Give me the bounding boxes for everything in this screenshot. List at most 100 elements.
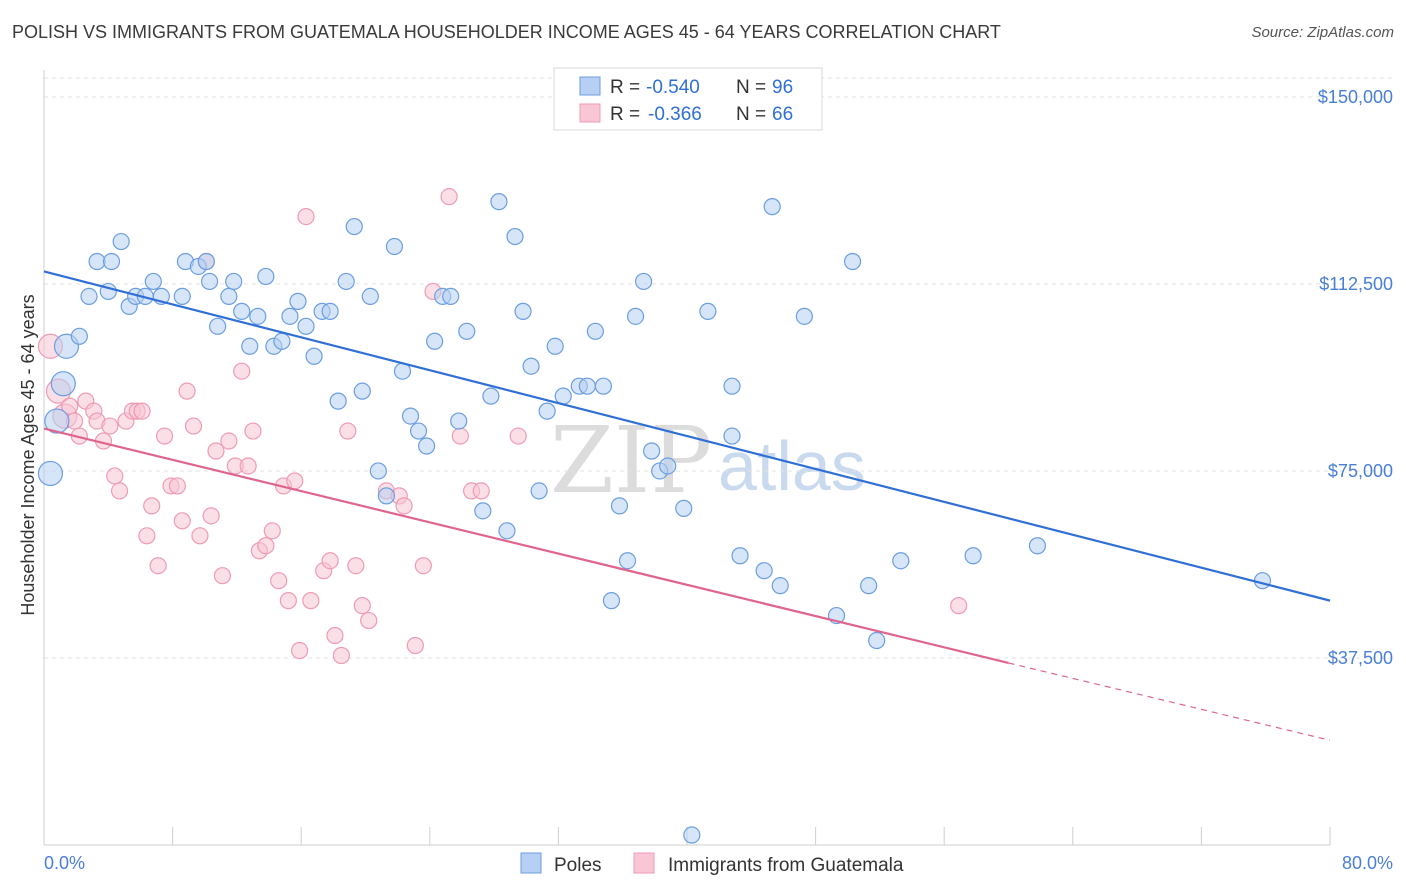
guatemala-n-label: N = [736, 104, 766, 125]
guatemala-point [332, 646, 350, 665]
legend-guatemala-label: Immigrants from Guatemala [668, 855, 904, 876]
poles-point [578, 377, 596, 395]
poles-point [249, 307, 267, 325]
guatemala-point [207, 442, 225, 460]
legend-poles-label: Poles [554, 855, 602, 876]
guatemala-point [339, 422, 357, 440]
poles-point [860, 577, 878, 595]
poles-point [675, 499, 693, 517]
guatemala-n-value: 66 [772, 104, 793, 125]
guatemala-point [347, 557, 365, 575]
poles-point [37, 460, 64, 487]
poles-n-value: 96 [772, 77, 793, 98]
y-tick-labels: $37,500 $75,000 $112,500 $150,000 [1318, 87, 1393, 668]
poles-point [200, 272, 219, 291]
poles-point [88, 252, 106, 271]
poles-point [442, 287, 460, 306]
poles-point [546, 337, 564, 355]
chart-title: POLISH VS IMMIGRANTS FROM GUATEMALA HOUS… [12, 22, 1001, 42]
guatemala-point [472, 482, 490, 500]
poles-point [506, 227, 524, 246]
poles-point [385, 237, 404, 256]
guatemala-point [106, 467, 124, 485]
poles-trend-line [43, 270, 1331, 602]
poles-point [731, 547, 749, 565]
poles-r-label: R = [610, 77, 640, 98]
poles-point [233, 302, 251, 320]
poles-point [112, 232, 130, 251]
guatemala-point [257, 537, 275, 555]
guatemala-point [168, 477, 187, 495]
axes [43, 70, 1331, 846]
poles-point [514, 302, 532, 320]
guatemala-point [297, 208, 315, 226]
guatemala-swatch [579, 103, 601, 123]
poles-point [1028, 537, 1047, 555]
poles-point [50, 371, 76, 397]
poles-point [257, 267, 275, 286]
guatemala-trend-line [43, 427, 1009, 665]
guatemala-point [451, 427, 469, 445]
poles-point [329, 392, 347, 410]
poles-point [683, 826, 701, 844]
x-tick-label: 0.0% [44, 853, 85, 873]
y-tick-label: $37,500 [1328, 648, 1393, 668]
poles-point [723, 377, 741, 395]
watermark-atlas: atlas [718, 427, 866, 505]
guatemala-point [233, 362, 251, 380]
poles-point [450, 412, 468, 430]
guatemala-point [149, 557, 167, 575]
guatemala-point [101, 417, 119, 435]
guatemala-point [155, 427, 174, 445]
guatemala-point [395, 497, 413, 515]
poles-point [602, 592, 621, 610]
guatemala-point [360, 611, 378, 630]
poles-point [659, 457, 677, 475]
x-tick-labels: 0.0% 80.0% [44, 853, 1393, 873]
poles-n-label: N = [736, 77, 766, 98]
poles-point [771, 577, 789, 595]
series-poles-points [37, 193, 1272, 844]
guatemala-point [270, 572, 288, 590]
poles-point [538, 402, 556, 420]
poles-point [458, 322, 476, 340]
poles-point [610, 497, 629, 515]
poles-point [361, 287, 379, 306]
x-tick-label: 80.0% [1342, 853, 1393, 873]
guatemala-point [286, 472, 304, 490]
poles-point [843, 252, 862, 271]
guatemala-point [138, 527, 156, 545]
poles-point [409, 422, 428, 440]
poles-point [197, 252, 215, 271]
guatemala-point [950, 597, 968, 615]
guatemala-point [191, 527, 209, 545]
guatemala-point [290, 641, 309, 660]
poles-point [102, 252, 121, 271]
poles-point [723, 427, 741, 445]
guatemala-point [406, 636, 424, 655]
poles-point [297, 317, 315, 335]
y-tick-label: $112,500 [1319, 274, 1393, 294]
poles-point [80, 287, 98, 306]
poles-point [634, 272, 653, 291]
poles-point [369, 462, 387, 480]
poles-point [892, 552, 910, 570]
trend-lines [43, 270, 1331, 741]
poles-r-value: -0.540 [646, 77, 700, 98]
series-legend: Poles Immigrants from Guatemala [520, 852, 904, 876]
poles-point [699, 302, 717, 320]
poles-point [964, 547, 982, 565]
poles-point [273, 332, 291, 350]
poles-point [755, 562, 773, 580]
guatemala-point [302, 592, 320, 610]
guatemala-point [239, 457, 257, 475]
guatemala-point [353, 597, 371, 615]
legend-poles-swatch [520, 852, 542, 874]
poles-point [377, 487, 395, 505]
watermark: ZIP atlas [550, 407, 866, 514]
legend-guatemala-swatch [633, 852, 655, 874]
poles-point [482, 387, 500, 405]
poles-point [225, 272, 243, 291]
watermark-zip: ZIP [550, 407, 712, 514]
